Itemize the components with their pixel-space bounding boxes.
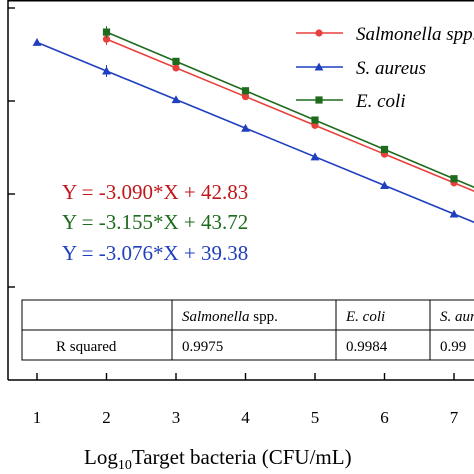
regression-equations: Y = -3.090*X + 42.83 Y = -3.155*X + 43.72… [62, 180, 248, 265]
data-point-aureus [33, 38, 42, 46]
r-squared-table: Salmonella spp. E. coli S. aureus R squared… [22, 300, 474, 360]
legend-label-ecoli: E. coli [355, 91, 406, 112]
table-cell: 0.99 [440, 339, 466, 355]
legend-marker-salmonella [315, 29, 322, 36]
x-tick-label: 1 [33, 408, 42, 427]
legend-marker-ecoli [315, 96, 322, 103]
legend: Salmonella spp. S. aureus E. coli [296, 24, 474, 112]
equation-aureus: Y = -3.076*X + 39.38 [62, 241, 248, 265]
table-header: E. coli [345, 309, 385, 325]
x-tick-label: 3 [172, 408, 181, 427]
data-point-ecoli [450, 175, 457, 182]
data-point-ecoli [381, 146, 388, 153]
data-point-ecoli [172, 58, 179, 65]
data-point-ecoli [311, 116, 318, 123]
x-axis-ticks: 1 2 3 4 5 6 7 [33, 373, 459, 427]
table-cell: 0.9975 [182, 339, 223, 355]
x-tick-label: 6 [380, 408, 389, 427]
equation-salmonella: Y = -3.090*X + 42.83 [62, 180, 248, 204]
table-header: Salmonella spp. [182, 309, 278, 325]
data-point-ecoli [103, 28, 110, 35]
x-tick-label: 7 [450, 408, 459, 427]
legend-label-salmonella: Salmonella spp. [356, 24, 474, 45]
table-cell: 0.9984 [346, 339, 388, 355]
y-axis-ticks [8, 8, 15, 287]
data-point-aureus [241, 124, 250, 132]
x-axis-title: Log10Target bacteria (CFU/mL) [84, 445, 352, 473]
x-axis-title-prefix: Log [84, 445, 118, 469]
table-header: S. aureus [440, 309, 474, 325]
x-axis-title-rest: Target bacteria (CFU/mL) [132, 445, 352, 469]
x-tick-label: 4 [241, 408, 250, 427]
x-tick-label: 2 [102, 408, 111, 427]
data-point-ecoli [242, 87, 249, 94]
equation-ecoli: Y = -3.155*X + 43.72 [62, 210, 248, 234]
x-axis-title-subscript: 10 [118, 458, 132, 473]
legend-label-aureus: S. aureus [356, 58, 426, 79]
table-row-label: R squared [56, 339, 117, 355]
data-point-salmonella [172, 64, 179, 71]
x-tick-label: 5 [311, 408, 320, 427]
